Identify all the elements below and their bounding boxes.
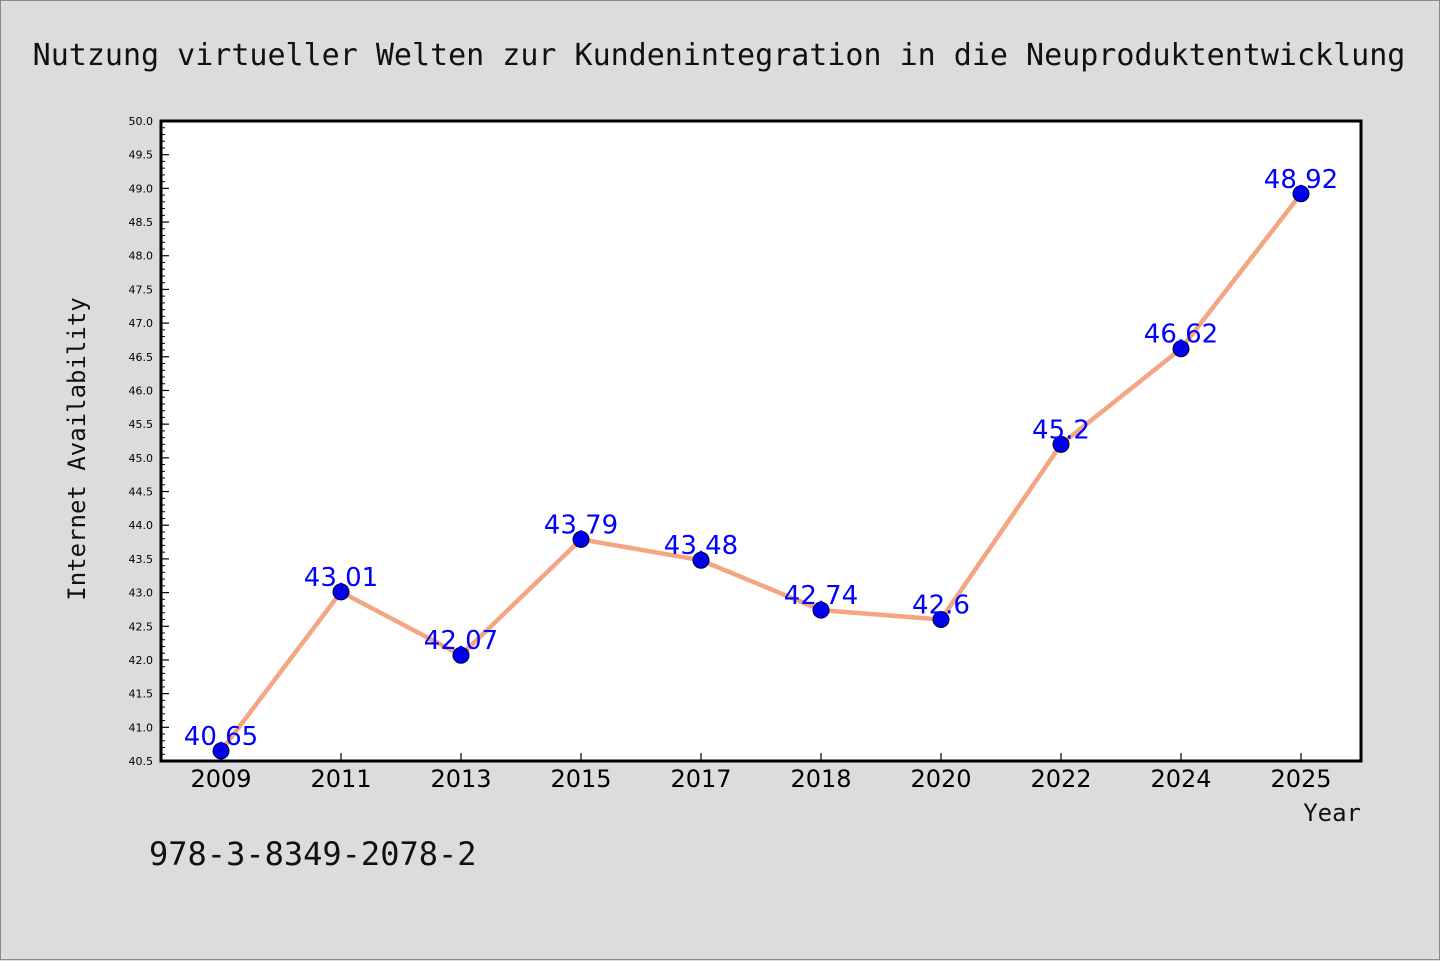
data-point: [452, 646, 470, 664]
data-point: [692, 551, 710, 569]
y-axis: 40.5 41.0 41.5 42.0 42.5 43.0 43.5 44.0 44.5 45.0…: [129, 115, 169, 768]
data-label: 40.65: [184, 722, 258, 752]
y-axis-label: Internet Availability: [63, 297, 91, 600]
data-point: [1292, 185, 1310, 203]
y-tick-label: 49.0: [129, 182, 154, 195]
y-tick-label: 45.0: [129, 452, 154, 465]
x-tick-label: 2024: [1150, 765, 1211, 793]
y-tick-label: 41.0: [129, 721, 154, 734]
data-point: [812, 601, 830, 619]
data-label: 42.07: [424, 626, 498, 656]
x-tick-label: 2009: [190, 765, 251, 793]
series-line: [219, 192, 1303, 753]
series-line-group: 40.65 43.01 42.07 43.79 43.48 42.74 42.6 45.2 46…: [184, 165, 1338, 760]
data-label: 43.79: [544, 510, 618, 540]
x-tick-label: 2022: [1030, 765, 1091, 793]
data-label: 42.74: [784, 581, 858, 611]
x-tick-label: 2011: [310, 765, 371, 793]
y-tick-label: 47.0: [129, 317, 154, 330]
y-tick-label: 45.5: [129, 418, 154, 431]
y-tick-label: 46.0: [129, 384, 154, 397]
x-axis-label: Year: [1303, 799, 1361, 827]
data-point: [1172, 340, 1190, 358]
y-tick-label: 40.5: [129, 755, 154, 768]
data-point: [932, 611, 950, 629]
y-tick-label: 47.5: [129, 283, 154, 296]
y-tick-label: 42.5: [129, 620, 154, 633]
y-tick-label: 43.0: [129, 587, 154, 600]
isbn-text: 978-3-8349-2078-2: [149, 835, 477, 873]
x-tick-label: 2025: [1270, 765, 1331, 793]
x-tick-label: 2018: [790, 765, 851, 793]
data-point: [1052, 435, 1070, 453]
x-tick-label: 2017: [670, 765, 731, 793]
y-tick-label: 42.0: [129, 654, 154, 667]
x-tick-label: 2013: [430, 765, 491, 793]
chart-title: Nutzung virtueller Welten zur Kundeninte…: [33, 38, 1406, 73]
y-tick-label: 48.0: [129, 250, 154, 263]
y-tick-label: 43.5: [129, 553, 154, 566]
y-tick-label: 44.5: [129, 486, 154, 499]
x-tick-label: 2015: [550, 765, 611, 793]
y-tick-label: 41.5: [129, 688, 154, 701]
data-label: 45.2: [1032, 415, 1090, 445]
data-point: [212, 742, 230, 760]
plot-area: [159, 119, 1363, 763]
y-tick-label: 49.5: [129, 149, 154, 162]
data-label: 43.01: [304, 563, 378, 593]
x-tick-label: 2020: [910, 765, 971, 793]
data-point: [572, 530, 590, 548]
data-label: 42.6: [912, 591, 970, 621]
data-point: [332, 583, 350, 601]
y-tick-label: 46.5: [129, 351, 154, 364]
y-tick-label: 48.5: [129, 216, 154, 229]
data-label: 48.92: [1264, 165, 1338, 195]
x-axis: 2009 2011 2013 2015 2017 2018 2020 2022 2024 2025: [190, 753, 1332, 793]
data-label: 43.48: [664, 531, 738, 561]
y-tick-label: 50.0: [129, 115, 154, 128]
y-tick-label: 44.0: [129, 519, 154, 532]
data-label: 46.62: [1144, 320, 1218, 350]
